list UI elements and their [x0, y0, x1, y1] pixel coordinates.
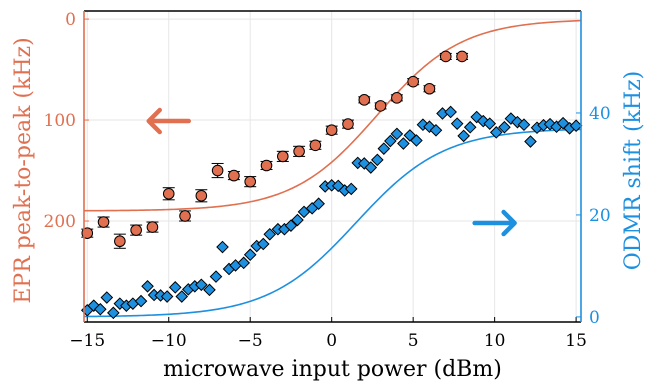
odmr-point — [390, 127, 404, 141]
odmr-point — [263, 228, 277, 241]
epr-point — [374, 100, 387, 112]
epr-point — [358, 94, 371, 106]
epr-point — [407, 75, 419, 88]
odmr-point — [403, 129, 417, 142]
odmr-point — [209, 270, 223, 283]
epr-point — [342, 118, 354, 130]
odmr-point — [457, 129, 470, 143]
data-points — [80, 50, 583, 320]
odmr-point — [195, 278, 208, 292]
epr-point — [439, 50, 452, 63]
epr-point — [228, 169, 240, 182]
odmr-point — [168, 281, 182, 294]
x-tick-label: −5 — [238, 331, 263, 351]
odmr-point — [397, 137, 410, 150]
epr-point — [260, 159, 273, 172]
y-right-tick-label: 20 — [589, 206, 611, 226]
odmr-point — [524, 135, 537, 148]
odmr-point — [312, 197, 325, 211]
odmr-point — [203, 283, 216, 297]
epr-point — [179, 210, 191, 222]
odmr-point — [344, 182, 358, 196]
epr-point — [391, 92, 403, 104]
odmr-point — [364, 161, 378, 174]
epr-point — [293, 145, 305, 158]
y-right-tick-label: 0 — [589, 308, 600, 328]
fit-curves — [83, 19, 582, 318]
y-axis-label-left: EPR peak-to-peak (kHz) — [11, 37, 36, 303]
odmr-point — [141, 280, 154, 293]
odmr-point — [175, 290, 189, 303]
y-right-tick-label: 40 — [589, 104, 611, 124]
epr-point — [309, 139, 322, 152]
odmr-point — [284, 219, 298, 232]
odmr-point — [444, 105, 457, 119]
epr-point — [114, 235, 126, 248]
y-left-tick-label: 0 — [65, 10, 76, 30]
x-tick-label: 10 — [484, 331, 506, 351]
odmr-point — [423, 120, 436, 134]
odmr-point — [100, 291, 114, 304]
epr-point — [130, 224, 142, 236]
odmr-point — [107, 306, 120, 320]
odmr-point — [216, 240, 229, 254]
x-axis-label: microwave input power (dBm) — [163, 357, 502, 382]
grid — [84, 11, 581, 322]
x-tick-label: 15 — [565, 331, 587, 351]
odmr-point — [489, 126, 503, 139]
odmr-point — [371, 153, 384, 167]
odmr-point — [429, 123, 443, 137]
odmr-point — [256, 237, 270, 251]
odmr-point — [517, 118, 531, 132]
axes — [83, 10, 582, 323]
odmr-point — [160, 290, 174, 303]
odmr-point — [243, 248, 257, 262]
odmr-point — [134, 294, 148, 308]
arrow-right-icon — [472, 209, 517, 237]
odmr-point — [450, 117, 464, 130]
arrow-head — [146, 107, 162, 135]
annotations — [146, 107, 517, 237]
y-left-tick-label: 100 — [44, 111, 76, 131]
y-axis-label-right: ODMR shift (kHz) — [621, 71, 646, 271]
odmr-point — [569, 119, 583, 133]
arrow-left-icon — [146, 107, 191, 135]
epr-point — [423, 82, 436, 95]
odmr-point — [384, 134, 397, 148]
odmr-point — [483, 117, 497, 130]
epr-point — [277, 150, 289, 163]
epr-point — [97, 216, 110, 228]
epr-point — [244, 175, 257, 188]
y-left-tick-label: 200 — [44, 212, 76, 232]
odmr-point — [237, 256, 250, 270]
epr-point — [456, 50, 468, 63]
epr-point — [325, 124, 338, 136]
x-tick-label: −10 — [151, 331, 187, 351]
odmr-point — [291, 213, 304, 227]
epr-point — [162, 187, 175, 200]
odmr-point — [463, 120, 477, 134]
epr-point — [146, 221, 159, 233]
x-tick-label: 5 — [408, 331, 419, 351]
epr-fit-curve — [83, 19, 582, 212]
x-tick-label: 0 — [326, 331, 337, 351]
epr-point — [195, 189, 208, 202]
epr-point — [211, 164, 224, 177]
odmr-point — [543, 117, 557, 131]
x-tick-label: −15 — [69, 331, 105, 351]
odmr-point — [377, 142, 391, 155]
arrow-head — [501, 209, 517, 237]
odmr-point — [93, 302, 107, 316]
odmr-point — [476, 114, 490, 128]
odmr-point — [498, 120, 511, 134]
odmr-point — [410, 134, 423, 147]
